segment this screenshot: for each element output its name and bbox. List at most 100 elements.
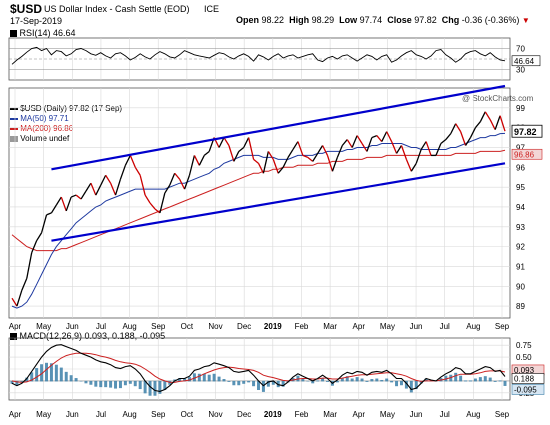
price-segment <box>395 145 403 154</box>
macd-histogram-bar <box>109 380 113 388</box>
macd-histogram-bar <box>459 375 463 382</box>
price-segment <box>233 151 240 162</box>
x-tick-label: Jun <box>410 410 423 419</box>
x-tick-label: Aug <box>466 410 480 419</box>
price-segment <box>55 196 62 206</box>
x-tick-label: Aug <box>122 410 136 419</box>
price-segment <box>415 149 422 164</box>
price-segment <box>90 182 97 196</box>
macd-histogram-bar <box>217 376 221 382</box>
macd-value-label: 0.093 <box>514 366 535 375</box>
x-tick-label: Apr <box>9 322 22 331</box>
macd-histogram-bar <box>20 380 24 383</box>
price-segment <box>243 137 250 148</box>
price-segment <box>223 137 230 146</box>
rsi-line <box>11 46 506 65</box>
price-segment <box>50 204 57 214</box>
macd-histogram-bar <box>183 378 187 382</box>
x-tick-label: Aug <box>122 322 136 331</box>
price-segment <box>31 240 38 253</box>
macd-histogram-bar <box>143 380 147 394</box>
macd-signal-line <box>11 352 506 383</box>
ma200-swatch <box>10 127 18 130</box>
price-tick-label: 96 <box>516 163 525 172</box>
x-tick-label: Feb <box>295 410 309 419</box>
macd-histogram-bar <box>454 372 458 382</box>
legend-label-ma50: MA(50) 97.71 <box>20 114 69 123</box>
macd-histogram-bar <box>35 368 39 382</box>
price-segment <box>174 172 181 180</box>
chg-label: Chg <box>441 15 460 25</box>
price-segment <box>179 178 186 190</box>
macd-histogram-bar <box>473 378 477 382</box>
price-tick-label: 91 <box>516 262 525 271</box>
price-segment <box>262 151 269 174</box>
macd-histogram-bar <box>74 378 78 382</box>
macd-tick-label: 0.75 <box>516 341 532 350</box>
macd-histogram-bar <box>399 380 403 386</box>
macd-histogram-bar <box>202 373 206 382</box>
macd-histogram-bar <box>232 380 236 386</box>
rsi-tick-label: 30 <box>516 66 525 75</box>
price-segment <box>410 163 417 172</box>
price-segment <box>479 111 486 122</box>
macd-histogram-bar <box>326 380 330 382</box>
price-segment <box>277 166 284 174</box>
price-segment <box>494 115 501 130</box>
price-segment <box>312 153 319 162</box>
macd-histogram-bar <box>252 380 256 387</box>
macd-value-label: -0.095 <box>514 385 537 394</box>
x-tick-label: Oct <box>181 410 194 419</box>
price-tick-label: 95 <box>516 183 525 192</box>
exchange: ICE <box>204 4 220 14</box>
macd-histogram-bar <box>424 378 428 382</box>
macd-histogram-bar <box>469 380 472 382</box>
price-segment <box>455 123 462 132</box>
price-tick-label: 93 <box>516 223 525 232</box>
price-segment <box>40 214 48 233</box>
legend-label-price: $USD (Daily) 97.82 (17 Sep) <box>20 104 123 113</box>
price-segment <box>26 252 33 279</box>
macd-histogram-bar <box>40 364 44 382</box>
macd-histogram-bar <box>350 378 354 382</box>
price-legend: $USD (Daily) 97.82 (17 Sep) MA(50) 97.71… <box>10 104 122 144</box>
x-tick-label: Nov <box>208 410 222 419</box>
x-tick-label: Jul <box>440 322 450 331</box>
price-segment <box>381 131 388 142</box>
ma50-line <box>11 132 506 309</box>
macd-histogram-bar <box>503 380 507 386</box>
price-tick-label: 92 <box>516 243 525 252</box>
macd-histogram-bar <box>25 377 29 382</box>
legend-item-ma200: MA(200) 96.86 <box>10 124 122 134</box>
price-segment <box>65 196 72 212</box>
price-segment <box>282 157 289 168</box>
macd-value-box <box>511 384 545 395</box>
macd-histogram-bar <box>192 373 196 382</box>
price-segment <box>100 174 107 186</box>
macd-histogram-bar <box>478 377 482 382</box>
macd-histogram-bar <box>370 379 374 382</box>
price-segment <box>351 135 358 148</box>
macd-histogram-bar <box>306 380 310 382</box>
price-segment <box>164 184 171 194</box>
price-segment <box>144 194 151 204</box>
rsi-legend: RSI(14) 46.64 <box>10 28 76 38</box>
macd-histogram-bar <box>498 380 502 382</box>
macd-histogram-bar <box>15 380 19 386</box>
ma200-value-label: 96.86 <box>514 150 535 159</box>
price-segment <box>484 111 491 121</box>
price-segment <box>499 115 506 132</box>
x-tick-label: Apr <box>353 322 366 331</box>
price-swatch <box>10 107 18 110</box>
price-segment <box>302 154 309 158</box>
macd-histogram-bar <box>99 380 103 388</box>
x-tick-label: Sep <box>151 322 166 331</box>
price-segment <box>405 159 412 172</box>
price-segment <box>371 134 378 139</box>
macd-histogram-bar <box>163 380 167 391</box>
price-segment <box>85 182 92 192</box>
macd-swatch <box>10 333 17 341</box>
low-value: 97.74 <box>359 15 383 25</box>
x-tick-label: Dec <box>237 410 251 419</box>
x-tick-label: Dec <box>237 322 251 331</box>
